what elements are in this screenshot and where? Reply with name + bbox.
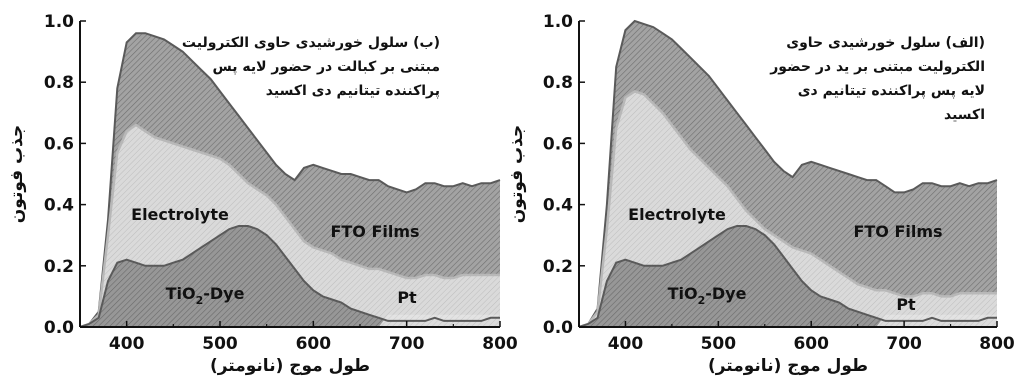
panel-caption-line: (الف) سلول خورشیدی حاوی [786,35,985,51]
y-tick-label: 0.2 [543,257,573,277]
dye-boundary-line [578,225,997,328]
tio2-dye-area [80,226,500,327]
right-panel: 400 500 600 700 800 0.0 0.2 0.4 0.6 0.8 1.0 طول موج… [507,12,1015,376]
x-tick-label: 500 [202,334,238,354]
y-tick-label: 0.0 [44,318,74,338]
x-axis-label: طول موج (نانومتر) [708,356,868,376]
pt-label: Pt [397,288,417,307]
y-axis-label: جذب فوتون [507,125,527,223]
x-axis-label: طول موج (نانومتر) [210,356,370,376]
y-tick-label: 0.2 [44,257,74,277]
tio2-label: TiO2-Dye [668,284,747,307]
panel-caption-line: اکسید [944,107,985,123]
electrolyte-boundary-line [79,123,500,329]
y-axis-label: جذب فوتون [7,125,27,223]
x-tick-label: 600 [296,334,332,354]
x-tick-label: 700 [389,334,425,354]
x-tick-label: 800 [482,334,518,354]
tio2-dye-area [579,226,997,327]
x-tick-label: 800 [979,334,1015,354]
y-tick-label: 1.0 [543,12,573,32]
panel-caption-line: مبتنی بر کبالت در حضور لایه پس [212,59,440,75]
x-tick-label: 400 [608,334,644,354]
y-tick-label: 0.0 [543,318,573,338]
y-tick-label: 0.8 [543,73,573,93]
x-tick-label: 700 [886,334,922,354]
y-tick-label: 0.4 [543,196,573,216]
x-tick-label: 600 [793,334,829,354]
total-absorption-line [578,19,998,328]
electrolyte-boundary-line [578,90,997,329]
x-tick-label: 500 [701,334,737,354]
pt-label: Pt [896,295,916,314]
pt-area [80,314,500,327]
x-tick-label: 400 [109,334,145,354]
panel-caption-line: پراکننده تیتانیم دی اکسید [266,83,440,99]
fto-label: FTO Films [853,222,942,241]
panel-caption-line: (ب) سلول خورشیدی حاوی الکترولیت [182,35,440,51]
dye-boundary-line [79,225,500,328]
y-tick-label: 0.4 [44,196,74,216]
electrolyte-label: Electrolyte [131,205,229,224]
fto-label: FTO Films [330,222,419,241]
panel-caption-line: لایه پس پراکننده تیتانیم دی [798,83,985,99]
y-tick-label: 0.8 [44,73,74,93]
y-tick-label: 1.0 [44,12,74,32]
pt-area [579,314,997,327]
panel-caption-line: الکترولیت مبتنی بر ید در حضور [769,59,985,75]
y-tick-label: 0.6 [543,134,573,154]
total-absorption-line [79,32,501,328]
tio2-label: TiO2-Dye [166,284,245,307]
left-panel: 400 500 600 700 800 0.0 0.2 0.4 0.6 0.8 1.0 طول موج… [7,12,518,376]
y-tick-label: 0.6 [44,134,74,154]
electrolyte-label: Electrolyte [628,205,726,224]
